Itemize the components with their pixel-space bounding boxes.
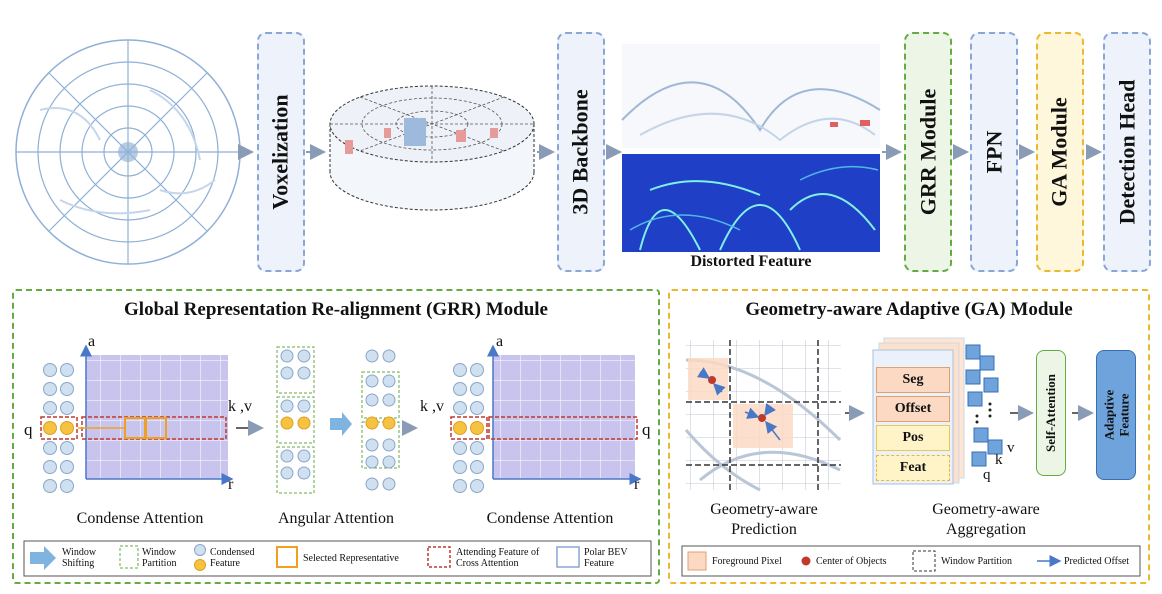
legend-window-shifting: Window Shifting [62,547,97,569]
ga-module-block: GA Module [1036,32,1084,272]
ga-panel-title: Geometry-aware Adaptive (GA) Module [745,299,1073,320]
ga-module-label: GA Module [1047,97,1072,207]
grr-module-block: GRR Module [904,32,952,272]
condense-attention-2-graphic [450,344,642,493]
axis-a-1: a [88,333,96,350]
offset-tag: Offset [876,396,950,422]
distorted-feature-label: Distorted Feature [690,253,812,270]
axis-r-2: r [634,476,640,493]
legend-predicted-offset: Predicted Offset [1064,556,1130,567]
seg-tag: Seg [876,367,950,393]
axis-a-2: a [496,333,504,350]
grr-panel [12,289,660,584]
legend-polar-bev-feature: Polar BEV Feature [584,547,628,569]
fpn-label: FPN [980,130,1006,174]
angular-attention-label: Angular Attention [278,510,394,527]
grr-legend-graphics [23,540,652,577]
voxelization-block: Voxelization [257,32,305,272]
q-label-1: q [24,420,33,439]
adaptive-feature-label: Adaptive Feature [1101,389,1131,441]
detection-head-label: Detection Head [1114,79,1140,225]
ga-k-label: k [995,452,1003,468]
detection-head-block: Detection Head [1103,32,1151,272]
angular-attention-graphic [276,346,400,494]
voxelization-label: Voxelization [268,94,294,210]
axis-r-1: r [228,476,234,493]
q-label-2: q [642,420,651,439]
condensed-feature-column-1 [40,363,78,493]
condense-attention-2-label: Condense Attention [486,510,614,527]
feat-tag: Feat [876,455,950,481]
ga-prediction-graphic [684,340,842,492]
condense-attention-1-label: Condense Attention [76,510,204,527]
fpn-block: FPN [970,32,1018,272]
ga-panel [668,289,1150,584]
ga-v-label: v [1007,440,1015,456]
grr-module-label: GRR Module [915,88,940,216]
legend-ga-window-partition: Window Partition [941,556,1012,567]
legend-foreground-pixel: Foreground Pixel [712,556,782,567]
self-attention-label: Self-Attention [1043,374,1058,452]
adaptive-feature-block: Adaptive Feature [1096,350,1136,480]
legend-attending-feature: Attending Feature of Cross Attention [456,547,540,569]
grr-panel-title: Global Representation Re-alignment (GRR)… [124,299,548,320]
pos-tag: Pos [876,425,950,451]
legend-center-of-objects: Center of Objects [816,556,887,567]
distorted-feature-image [621,44,881,252]
ga-prediction-label: Geometry-aware Prediction [710,501,818,538]
backbone-block: 3D Backbone [557,32,605,272]
kv-label-2: k ,v [420,398,444,415]
polar-point-cloud [15,39,241,265]
ga-legend-graphics [681,545,1141,577]
legend-window-partition: Window Partition [142,547,177,569]
kv-label-1: k ,v [228,398,252,415]
backbone-label: 3D Backbone [568,89,594,215]
legend-selected-representative: Selected Representative [303,553,399,564]
cylindrical-voxels [329,85,535,211]
legend-condensed-feature: Condensed Feature [210,547,255,569]
condense-attention-1-graphic [78,344,234,485]
ga-q-label: q [983,467,991,483]
self-attention-block: Self-Attention [1036,350,1066,476]
ga-aggregation-label: Geometry-aware Aggregation [932,501,1040,538]
